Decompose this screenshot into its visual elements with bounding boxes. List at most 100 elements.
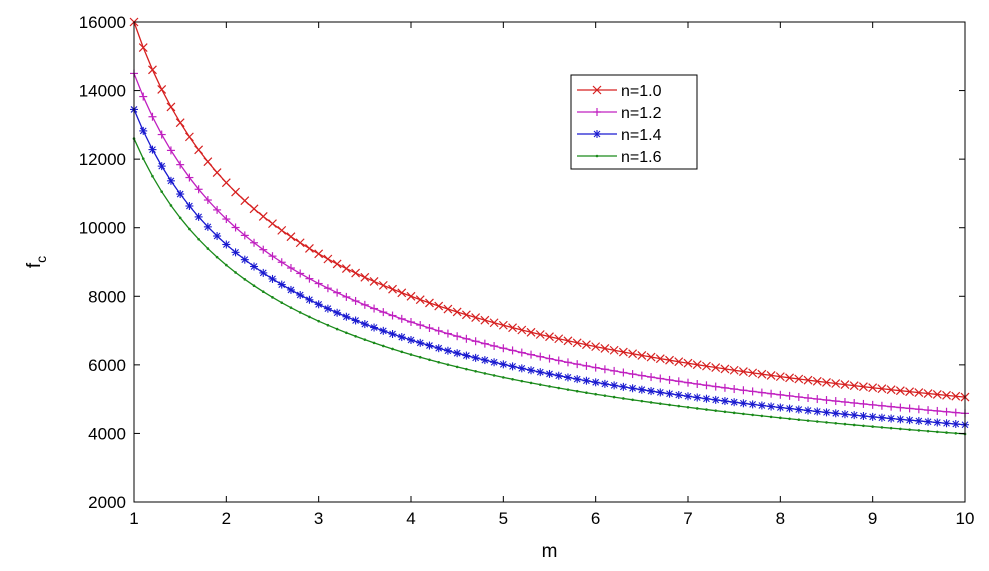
legend-marker [595,154,599,158]
data-point [425,298,434,308]
data-point [308,315,311,319]
data-point [351,268,361,278]
data-point [428,358,431,362]
data-point [443,304,453,314]
data-point [535,330,545,339]
data-point [215,255,219,259]
data-point [166,102,176,112]
data-point [437,360,441,364]
data-point [370,324,378,331]
data-point [536,368,544,376]
data-point [896,415,904,423]
series-n=1.6 [132,137,967,436]
data-point [668,403,671,407]
data-point [871,425,874,428]
data-point [435,344,443,352]
data-point [812,376,822,386]
data-point [795,406,803,413]
data-point [186,202,193,210]
data-point [508,323,517,333]
data-point [776,404,784,411]
data-point [379,327,387,335]
data-point [942,390,951,400]
data-point [444,347,452,355]
data-point [729,365,739,375]
data-point [352,317,359,324]
data-point [471,313,481,322]
data-point [213,232,221,240]
data-point [520,379,524,383]
data-point [545,332,554,342]
data-point [452,307,462,317]
data-point [335,327,339,331]
data-point [674,357,684,367]
data-point [933,419,941,426]
data-point [822,377,831,387]
data-point [206,247,210,250]
data-point [705,408,708,411]
data-point [573,375,581,383]
data-point [249,204,259,214]
data-point [831,379,841,388]
y-tick-label: 4000 [88,424,126,443]
data-point [886,385,896,395]
data-point [917,429,921,432]
legend-entry: n=1.4 [621,127,662,144]
data-point [554,334,564,344]
data-point [517,325,527,335]
data-point [499,360,507,368]
data-point [609,345,619,355]
data-point [416,339,424,347]
y-tick-label: 8000 [88,287,126,306]
data-point [426,342,433,349]
data-point [518,364,526,372]
data-point [585,391,588,395]
data-point [803,375,813,385]
data-point [511,377,514,381]
data-point [268,219,277,229]
data-point [271,296,274,299]
data-point [766,370,776,380]
data-point [852,423,856,427]
data-point [702,361,711,371]
data-point [212,168,222,178]
y-tick-label: 14000 [79,82,126,101]
data-point [631,398,634,402]
data-point [472,354,480,362]
data-point [261,290,265,294]
data-point [924,418,932,426]
data-point [563,336,573,346]
data-point [914,388,924,398]
data-point [446,363,450,366]
x-tick-label: 9 [868,509,877,528]
data-point [409,353,413,356]
data-point [455,365,459,369]
legend: n=1.0 n=1.2 n=1.4 n=1.6 [570,74,698,170]
data-point [932,390,942,399]
data-point [647,387,655,395]
data-point [945,431,948,434]
data-point [398,333,406,341]
plot-series-group [129,17,970,436]
data-point [825,421,828,424]
data-point [788,417,791,421]
data-point [758,402,766,409]
data-point [683,358,693,368]
data-point [840,380,850,390]
data-point [600,344,610,353]
data-point [397,288,407,298]
data-point [407,336,415,344]
data-point [361,320,369,328]
data-point [243,278,247,281]
data-point [638,386,646,394]
data-point [899,427,902,431]
data-point [434,301,444,311]
data-point [461,310,471,320]
data-point [594,392,597,396]
legend-marker [593,130,601,138]
data-point [326,323,330,327]
data-point [175,118,185,128]
data-point [952,420,960,428]
